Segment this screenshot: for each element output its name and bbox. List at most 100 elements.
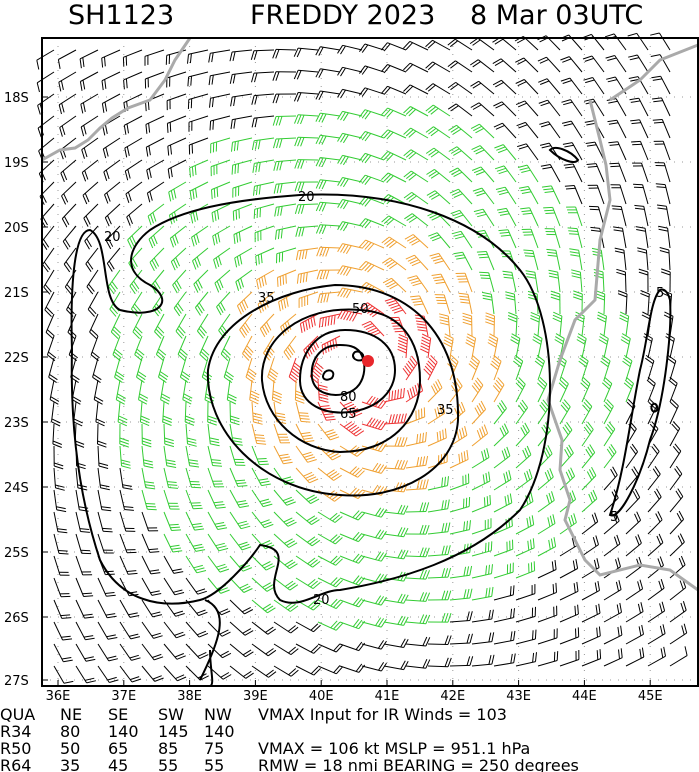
wind-barb xyxy=(403,127,429,139)
barb-feather xyxy=(642,311,652,317)
barb-feather xyxy=(638,626,642,636)
barb-staff xyxy=(166,49,187,56)
wind-barb xyxy=(277,269,297,287)
lat-label: 23S xyxy=(4,416,29,431)
lat-label: 22S xyxy=(4,351,29,366)
barb-staff xyxy=(387,129,407,139)
barb-staff xyxy=(303,335,319,351)
wind-barb xyxy=(559,581,579,601)
barb-feather xyxy=(197,630,207,636)
barb-feather xyxy=(150,611,161,615)
barb-staff xyxy=(321,335,341,346)
barb-feather xyxy=(548,269,558,273)
barb-feather xyxy=(334,495,343,502)
barb-staff xyxy=(182,379,187,400)
barb-feather xyxy=(191,486,202,489)
wind-barb xyxy=(581,626,601,645)
barb-feather xyxy=(571,490,577,500)
wind-barb xyxy=(167,159,187,179)
barb-feather xyxy=(340,67,346,77)
barb-feather xyxy=(299,273,302,284)
wind-barb xyxy=(141,555,161,575)
wind-barb xyxy=(470,123,495,139)
barb-feather xyxy=(164,440,174,445)
wind-barb xyxy=(141,511,159,532)
barb-feather xyxy=(343,311,349,320)
barb-feather xyxy=(109,679,119,683)
barb-feather xyxy=(223,348,231,356)
barb-feather xyxy=(110,306,118,315)
barb-feather xyxy=(432,257,443,262)
barb-staff xyxy=(596,185,605,205)
barb-staff xyxy=(364,87,385,95)
barb-feather xyxy=(332,339,335,350)
barb-feather xyxy=(145,487,156,490)
wind-barb xyxy=(280,313,297,336)
barb-feather xyxy=(419,348,429,354)
wind-barb xyxy=(272,115,297,126)
wind-barb xyxy=(163,555,184,574)
wind-barb xyxy=(550,290,561,315)
wind-barb xyxy=(45,313,55,340)
barb-staff xyxy=(636,33,649,51)
barb-staff xyxy=(126,203,143,218)
barb-feather xyxy=(563,163,574,166)
wind-barb xyxy=(163,577,185,596)
barb-feather xyxy=(444,476,446,487)
barb-feather xyxy=(431,215,441,221)
wind-barb xyxy=(447,103,473,117)
barb-staff xyxy=(339,555,359,564)
wind-barb xyxy=(605,55,627,73)
barb-feather xyxy=(54,462,64,467)
wind-barb xyxy=(515,57,539,73)
barb-feather xyxy=(357,470,365,478)
barb-feather xyxy=(619,317,629,323)
barb-feather xyxy=(105,240,112,250)
barb-feather xyxy=(84,240,90,250)
barb-feather xyxy=(595,296,605,301)
barb-feather xyxy=(131,283,138,292)
barb-staff xyxy=(602,271,605,293)
barb-feather xyxy=(310,666,319,675)
barb-staff xyxy=(110,313,121,333)
barb-feather xyxy=(585,448,592,458)
barb-feather xyxy=(302,322,306,332)
barb-staff xyxy=(524,100,539,117)
table-cell: 85 xyxy=(158,739,178,758)
barb-feather xyxy=(632,143,642,146)
barb-feather xyxy=(357,512,366,521)
barb-feather xyxy=(37,127,42,138)
barb-feather xyxy=(425,479,429,489)
barb-feather xyxy=(566,446,572,456)
wind-barb xyxy=(163,445,177,468)
barb-feather xyxy=(505,518,508,529)
barb-feather xyxy=(472,39,481,46)
wind-barb xyxy=(647,533,664,557)
wind-barb xyxy=(493,562,514,579)
barb-staff xyxy=(58,71,77,83)
barb-feather xyxy=(82,57,85,67)
wind-barb xyxy=(492,36,517,51)
barb-feather xyxy=(315,224,321,234)
barb-feather xyxy=(501,425,507,435)
barb-staff xyxy=(547,99,561,117)
barb-feather xyxy=(546,248,556,251)
wind-barb xyxy=(361,507,388,518)
barb-feather xyxy=(634,488,641,498)
barb-feather xyxy=(340,177,346,187)
wind-barb xyxy=(267,357,279,384)
barb-staff xyxy=(339,489,359,500)
barb-feather xyxy=(367,243,375,252)
barb-staff xyxy=(97,577,107,597)
barb-feather xyxy=(174,282,180,292)
barb-staff xyxy=(603,657,623,667)
barb-staff xyxy=(592,77,605,95)
barb-staff xyxy=(317,533,336,545)
barb-feather xyxy=(244,630,254,636)
barb-feather xyxy=(381,172,389,181)
barb-feather xyxy=(482,297,493,301)
wind-barb xyxy=(117,401,128,427)
barb-staff xyxy=(515,338,521,359)
barb-feather xyxy=(308,496,318,503)
barb-feather xyxy=(410,280,421,284)
